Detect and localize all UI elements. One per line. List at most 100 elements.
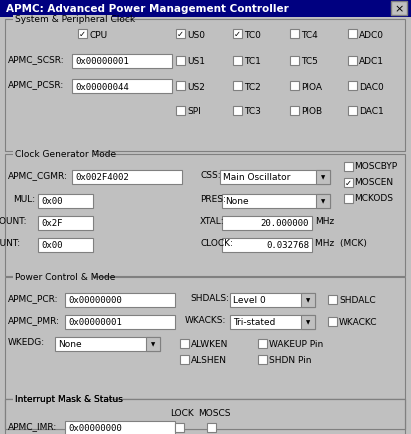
- Text: ADC1: ADC1: [359, 57, 384, 66]
- FancyBboxPatch shape: [72, 55, 172, 69]
- FancyBboxPatch shape: [222, 217, 312, 230]
- FancyBboxPatch shape: [0, 0, 411, 18]
- Text: 0x00: 0x00: [41, 241, 62, 250]
- Text: TC2: TC2: [244, 82, 261, 91]
- Text: US2: US2: [187, 82, 205, 91]
- Text: APMC_PCR:: APMC_PCR:: [8, 294, 58, 303]
- FancyBboxPatch shape: [5, 277, 405, 399]
- Text: APMC_PCSR:: APMC_PCSR:: [8, 80, 64, 89]
- Text: ✓: ✓: [345, 178, 352, 187]
- Text: DAC1: DAC1: [359, 107, 384, 116]
- Text: ▼: ▼: [306, 298, 310, 303]
- Text: APMC: Advanced Power Management Controller: APMC: Advanced Power Management Controll…: [6, 4, 289, 14]
- FancyBboxPatch shape: [72, 171, 182, 184]
- Text: TC3: TC3: [244, 107, 261, 116]
- FancyBboxPatch shape: [344, 163, 353, 171]
- Text: TC5: TC5: [301, 57, 318, 66]
- Text: MOSCS: MOSCS: [198, 408, 230, 418]
- Text: WAKEUP Pin: WAKEUP Pin: [269, 340, 323, 349]
- Text: MHz  (MCK): MHz (MCK): [315, 239, 367, 248]
- FancyBboxPatch shape: [65, 315, 175, 329]
- FancyBboxPatch shape: [233, 82, 242, 91]
- FancyBboxPatch shape: [207, 423, 216, 432]
- Text: 0x00000001: 0x00000001: [68, 318, 122, 327]
- Text: MCKODS: MCKODS: [354, 194, 393, 203]
- FancyBboxPatch shape: [391, 2, 407, 16]
- FancyBboxPatch shape: [290, 30, 299, 39]
- Text: None: None: [58, 340, 82, 349]
- FancyBboxPatch shape: [344, 178, 353, 187]
- FancyBboxPatch shape: [5, 399, 405, 429]
- Text: ADC0: ADC0: [359, 30, 384, 39]
- FancyBboxPatch shape: [348, 30, 357, 39]
- Text: OSCOUNT:: OSCOUNT:: [0, 217, 27, 226]
- Text: MUL:: MUL:: [13, 195, 35, 204]
- Text: ✓: ✓: [234, 30, 241, 39]
- FancyBboxPatch shape: [78, 30, 87, 39]
- Text: WKEDG:: WKEDG:: [8, 338, 45, 347]
- FancyBboxPatch shape: [290, 107, 299, 116]
- Text: ▼: ▼: [306, 320, 310, 325]
- FancyBboxPatch shape: [220, 171, 330, 184]
- Text: Tri-stated: Tri-stated: [233, 318, 275, 327]
- FancyBboxPatch shape: [222, 238, 312, 253]
- FancyBboxPatch shape: [55, 337, 160, 351]
- FancyBboxPatch shape: [230, 315, 315, 329]
- FancyBboxPatch shape: [13, 151, 93, 160]
- FancyBboxPatch shape: [328, 317, 337, 326]
- FancyBboxPatch shape: [222, 194, 330, 208]
- FancyBboxPatch shape: [348, 57, 357, 66]
- Text: 0x00000000: 0x00000000: [68, 424, 122, 433]
- Text: SPI: SPI: [187, 107, 201, 116]
- Text: APMC_CGMR:: APMC_CGMR:: [8, 171, 68, 180]
- Text: 0x00: 0x00: [41, 197, 62, 206]
- Text: Power Control & Mode: Power Control & Mode: [15, 273, 115, 282]
- Text: Main Oscillator: Main Oscillator: [223, 173, 291, 182]
- Text: SHDALS:: SHDALS:: [190, 294, 229, 303]
- Text: PRES:: PRES:: [200, 195, 226, 204]
- Text: DAC0: DAC0: [359, 82, 384, 91]
- Text: ▼: ▼: [151, 342, 155, 347]
- Text: WKACKC: WKACKC: [339, 318, 377, 327]
- FancyBboxPatch shape: [316, 171, 330, 184]
- Text: PIOB: PIOB: [301, 107, 322, 116]
- FancyBboxPatch shape: [176, 30, 185, 39]
- FancyBboxPatch shape: [258, 355, 267, 364]
- FancyBboxPatch shape: [5, 399, 405, 429]
- FancyBboxPatch shape: [180, 355, 189, 364]
- FancyBboxPatch shape: [233, 107, 242, 116]
- Text: APMC_IMR:: APMC_IMR:: [8, 421, 57, 431]
- FancyBboxPatch shape: [233, 57, 242, 66]
- FancyBboxPatch shape: [176, 57, 185, 66]
- FancyBboxPatch shape: [290, 82, 299, 91]
- Text: MOSCEN: MOSCEN: [354, 178, 393, 187]
- FancyBboxPatch shape: [65, 293, 175, 307]
- Text: System & Peripheral Clock: System & Peripheral Clock: [15, 16, 135, 24]
- Text: SHDN Pin: SHDN Pin: [269, 356, 312, 365]
- FancyBboxPatch shape: [344, 194, 353, 204]
- Text: CLOCK:: CLOCK:: [200, 239, 233, 248]
- Text: US0: US0: [187, 30, 205, 39]
- Text: CPU: CPU: [89, 30, 107, 39]
- Text: PLLCOUNT:: PLLCOUNT:: [0, 239, 20, 248]
- Text: XTAL:: XTAL:: [200, 217, 225, 226]
- Text: 0x00000001: 0x00000001: [75, 57, 129, 66]
- Text: 0x00000044: 0x00000044: [75, 82, 129, 91]
- Text: 0x00000000: 0x00000000: [68, 296, 122, 305]
- FancyBboxPatch shape: [38, 217, 93, 230]
- Text: 0.032768: 0.032768: [266, 241, 309, 250]
- Text: 0x2F: 0x2F: [41, 219, 62, 228]
- Text: WKACKS:: WKACKS:: [185, 316, 226, 325]
- Text: ×: ×: [394, 4, 404, 14]
- FancyBboxPatch shape: [13, 395, 104, 404]
- Text: 20.000000: 20.000000: [261, 219, 309, 228]
- Text: CSS:: CSS:: [200, 171, 221, 180]
- Text: 0x002F4002: 0x002F4002: [75, 173, 129, 182]
- FancyBboxPatch shape: [5, 20, 405, 151]
- Text: MOSCBYP: MOSCBYP: [354, 162, 397, 171]
- Text: APMC_SCSR:: APMC_SCSR:: [8, 56, 65, 64]
- FancyBboxPatch shape: [316, 194, 330, 208]
- Text: Interrupt Mask & Status: Interrupt Mask & Status: [15, 395, 123, 404]
- Text: Clock Generator Mode: Clock Generator Mode: [15, 150, 116, 159]
- Text: None: None: [225, 197, 249, 206]
